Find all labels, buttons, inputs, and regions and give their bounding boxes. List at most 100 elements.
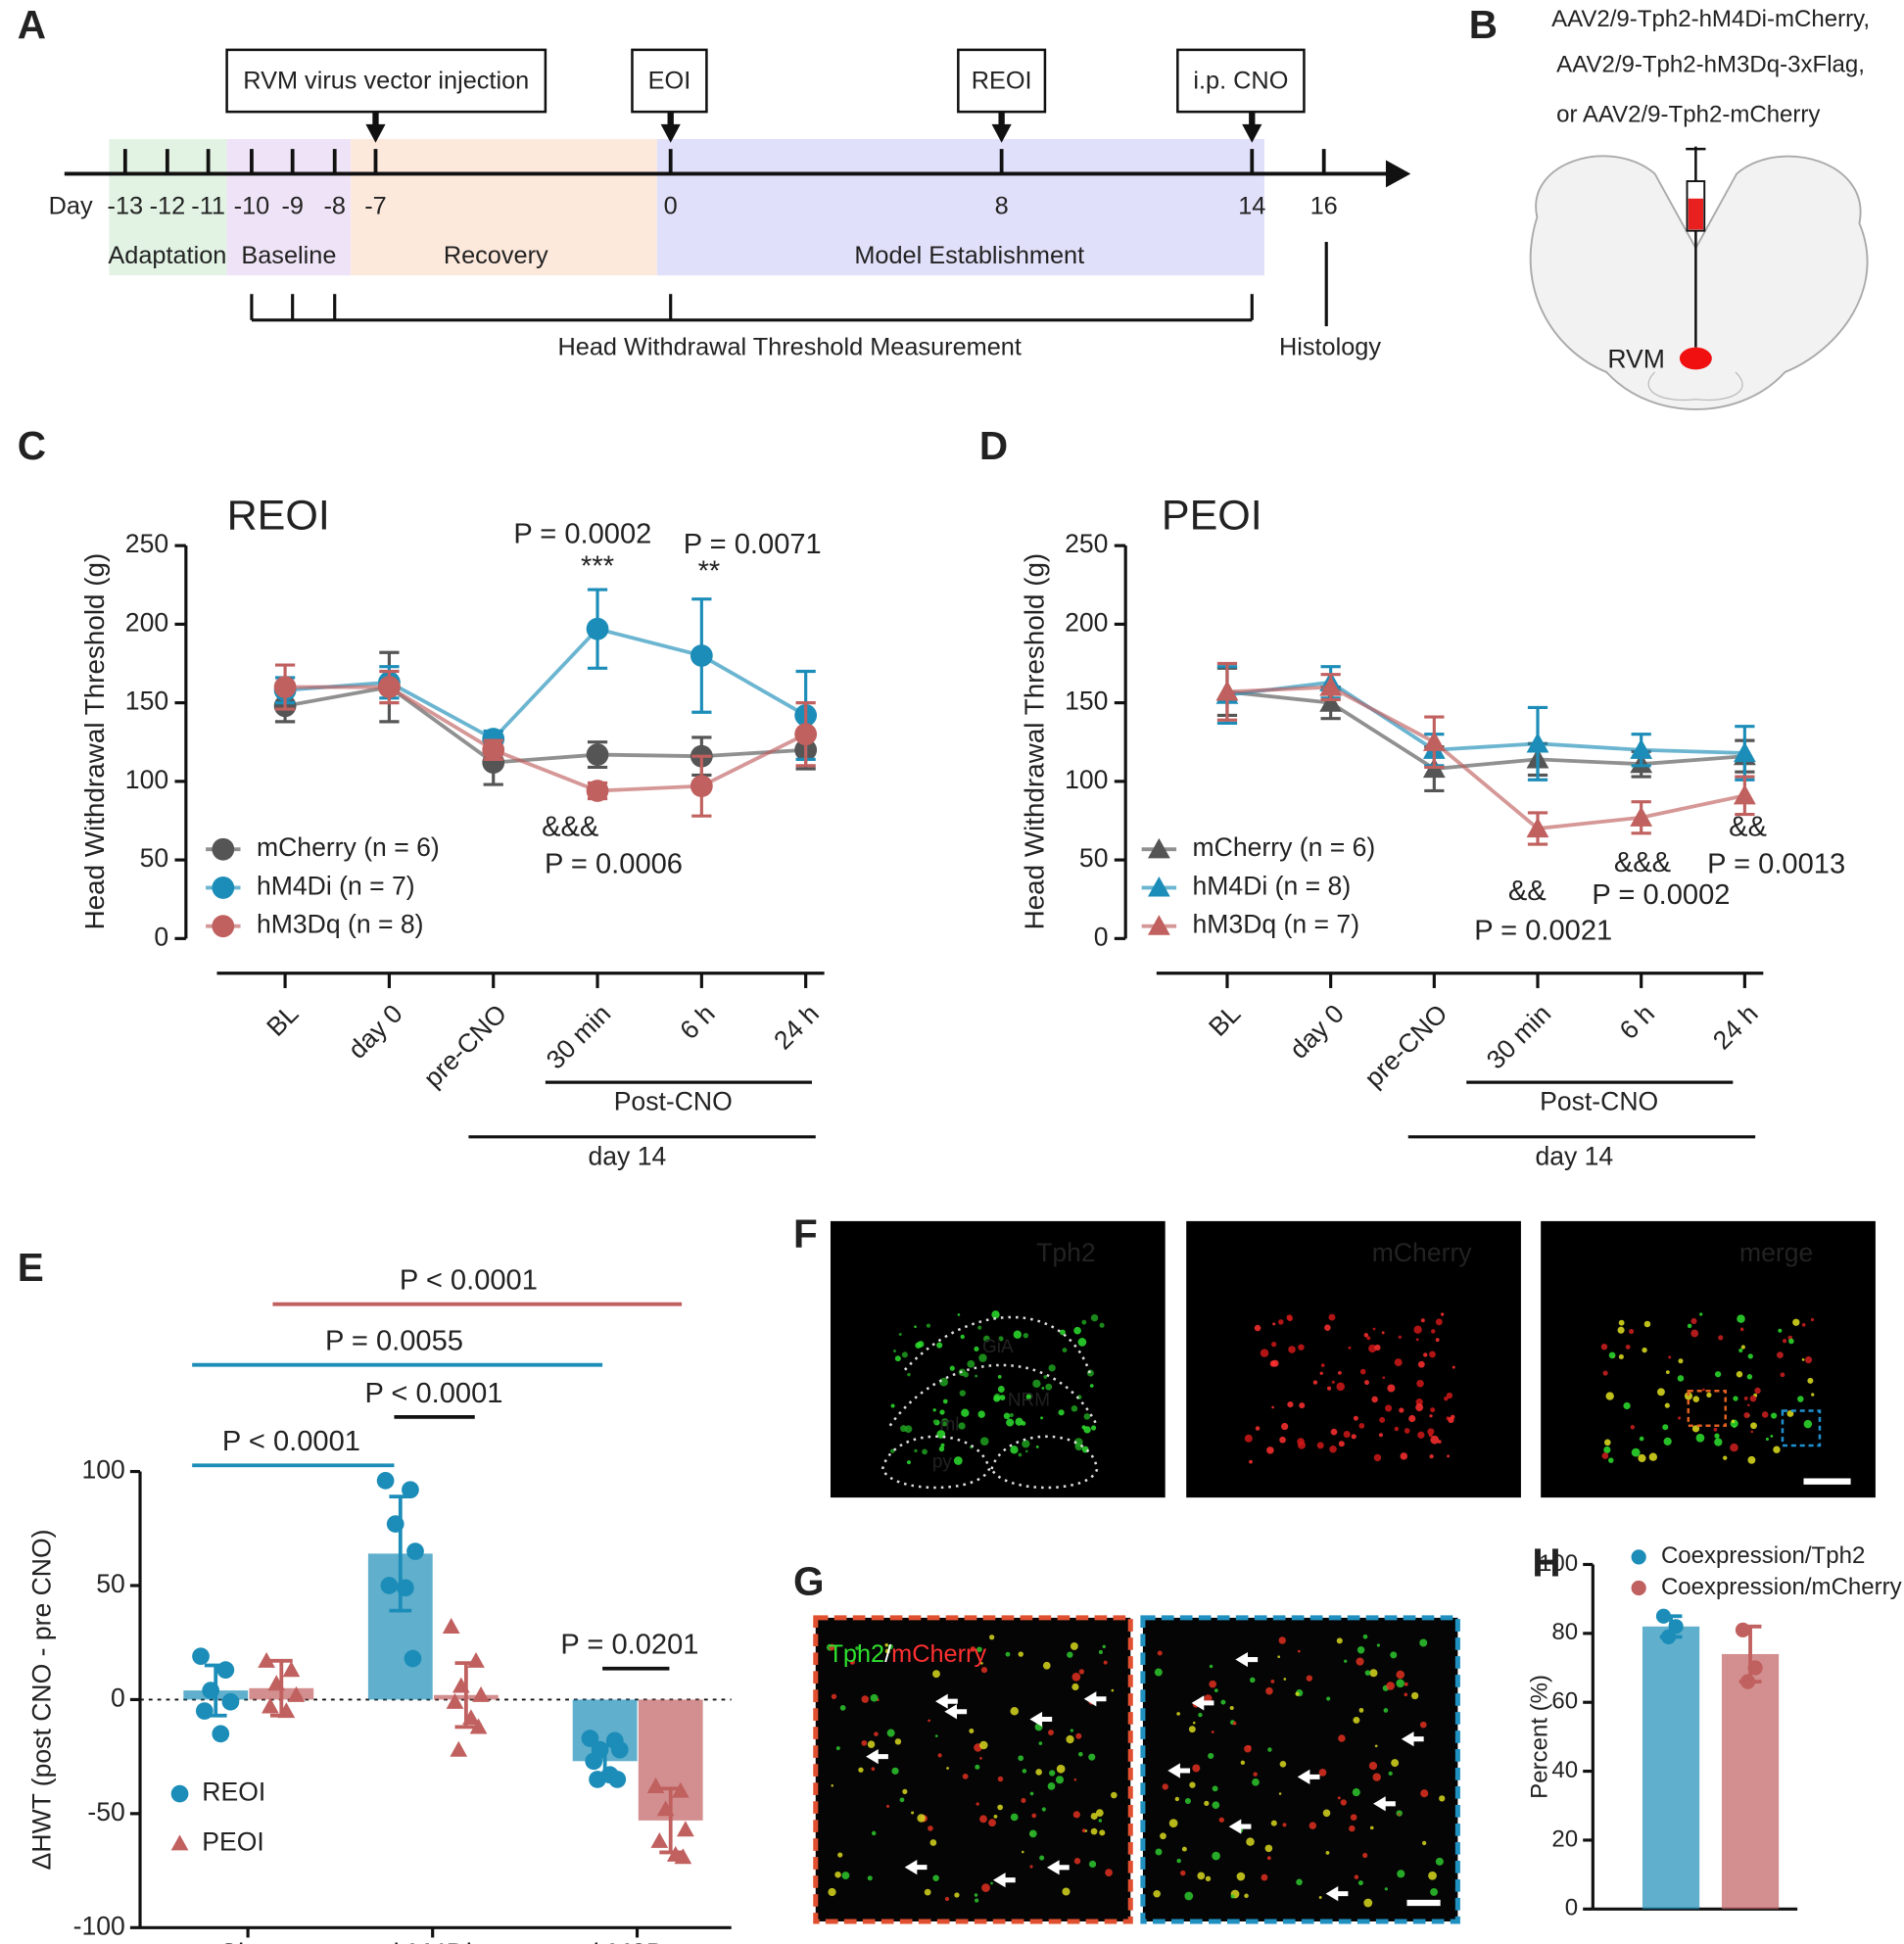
cell [885,1804,890,1808]
cell [939,1409,945,1415]
cell [870,1693,879,1702]
cell [1071,1683,1079,1691]
arrow [1373,1796,1396,1812]
cell [1743,1411,1750,1419]
cell [1444,1396,1449,1401]
cell [1240,1760,1246,1766]
cell [1083,1413,1091,1420]
cell [1354,1874,1359,1879]
cell [959,1390,967,1397]
cell [940,1418,949,1427]
cell [1077,1338,1087,1347]
event-box [1176,48,1306,114]
event-arrowhead [365,123,386,143]
cell [967,1359,976,1368]
cell [1297,1441,1306,1449]
cell [1608,1457,1614,1463]
legend-label: hM4Di (n = 7) [257,871,415,900]
x-tick-label: 24 h [768,999,825,1056]
cell [1782,1339,1787,1344]
y-tick-label: 250 [125,529,168,558]
data-point [406,1542,424,1560]
cell [993,1814,998,1819]
cell [1286,1314,1293,1321]
y-tick-label: 100 [1065,765,1108,794]
cell [1630,1425,1636,1430]
cell [1188,1726,1196,1733]
cell [1270,1680,1275,1683]
brain-outline [1529,155,1869,410]
cell [928,1825,933,1831]
cell [1452,1365,1455,1369]
cell [1429,1453,1434,1459]
data-point [586,617,609,640]
cell [1299,1402,1306,1409]
cell [890,1448,895,1453]
cell [1446,1392,1453,1399]
x-tick-label: hM3Dq [594,1938,682,1944]
cell [1073,1326,1081,1335]
micrograph [1140,1615,1460,1924]
data-point [273,676,297,698]
annotation: &&& [542,811,598,842]
cell [1209,1680,1217,1688]
cell [1747,1353,1753,1359]
cell [1372,1327,1376,1331]
cell [1184,1797,1191,1805]
cell [1801,1358,1805,1361]
legend-label: hM3Dq (n = 8) [257,910,424,939]
cell [1174,1796,1179,1802]
data-point [1631,1549,1646,1565]
cell [837,1852,843,1858]
cell [1369,1825,1374,1830]
day-tick-label: 0 [664,192,678,219]
cell [1244,1893,1249,1899]
data-point [212,877,235,899]
group-label: day 14 [1535,1141,1613,1170]
data-point [212,915,235,938]
annotation: P < 0.0001 [364,1378,502,1409]
day-tick-label: -10 [234,192,270,219]
cell [834,1871,841,1878]
cell [976,1646,982,1652]
cell [1272,1322,1276,1326]
cell [1439,1795,1446,1802]
cell [901,1351,908,1358]
cell [962,1773,969,1779]
cell [1105,1869,1113,1876]
y-axis-label: Head Withdrawal Threshold (g) [1019,553,1049,930]
cell [1329,1445,1337,1453]
cell [936,1342,943,1349]
cell [1344,1659,1348,1663]
cell [1328,1313,1336,1321]
cell [944,1896,950,1902]
data-point [1319,691,1343,712]
cell [898,1332,902,1336]
cell [1248,1745,1252,1749]
cell [1740,1345,1745,1350]
cell [1415,1399,1423,1406]
cell [1090,1812,1098,1821]
cell [1269,1360,1277,1367]
cell [1015,1417,1023,1426]
legend-label: Coexpression/mCherry [1661,1574,1902,1600]
cell [1229,1705,1234,1711]
cell [1103,1660,1108,1665]
inset-label: Tph2/mCherry [828,1640,986,1668]
cell [938,1446,945,1452]
data-point [1147,915,1170,935]
cell [1043,1375,1048,1379]
group-label: day 14 [589,1141,667,1170]
cell [1022,1440,1030,1448]
cell [1009,1412,1014,1418]
y-tick-label: 200 [125,607,168,637]
region-label: py [932,1452,953,1473]
x-tick-label: 6 h [674,999,720,1045]
data-point [467,1651,485,1668]
cell [1212,1851,1220,1861]
cell [914,1448,918,1453]
cell [886,1729,895,1737]
cell [1029,1791,1034,1796]
cell [1750,1430,1754,1434]
vector-label: AAV2/9-Tph2-hM3Dq-3xFlag, [1556,52,1865,78]
